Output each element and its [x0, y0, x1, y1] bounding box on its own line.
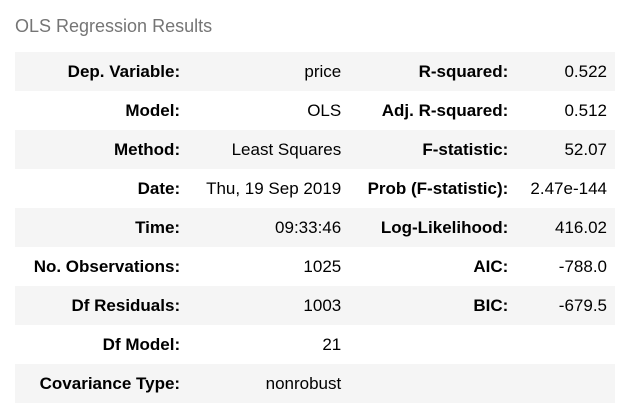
row-value: 21: [322, 334, 342, 354]
row-label: [349, 364, 516, 403]
row-value: [516, 364, 615, 403]
row-value: 1003: [303, 295, 342, 315]
row-label: AIC:: [473, 256, 509, 276]
regression-results-table: Dep. Variable: price R-squared: 0.522 Mo…: [15, 52, 615, 403]
row-label: No. Observations:: [33, 256, 181, 276]
row-value: 52.07: [564, 139, 607, 159]
row-label: Dep. Variable:: [67, 61, 181, 81]
row-label: Log-Likelihood:: [380, 217, 509, 237]
row-value: [516, 325, 615, 364]
row-label: Prob (F-statistic):: [367, 178, 509, 198]
row-value: nonrobust: [265, 373, 342, 393]
row-label: BIC:: [473, 295, 509, 315]
row-label: R-squared:: [418, 61, 509, 81]
table-row: Time: 09:33:46 Log-Likelihood: 416.02: [15, 208, 615, 247]
row-value: -788.0: [558, 256, 607, 276]
row-label: Covariance Type:: [39, 373, 181, 393]
row-value: 2.47e-144: [530, 178, 607, 198]
table-row: Model: OLS Adj. R-squared: 0.512: [15, 91, 615, 130]
row-value: OLS: [307, 100, 342, 120]
table-caption: OLS Regression Results: [15, 16, 213, 36]
row-value: 0.512: [564, 100, 607, 120]
row-value: price: [304, 61, 342, 81]
row-label: Date:: [137, 178, 181, 198]
row-value: 0.522: [564, 61, 607, 81]
row-label: Df Model:: [102, 334, 181, 354]
row-value: 416.02: [555, 217, 607, 237]
row-label: Model:: [125, 100, 181, 120]
row-value: 1025: [303, 256, 342, 276]
table-row: Df Model: 21: [15, 325, 615, 364]
row-value: Least Squares: [231, 139, 342, 159]
row-value: -679.5: [558, 295, 607, 315]
row-label: [349, 325, 516, 364]
row-label: Method:: [114, 139, 181, 159]
row-value: 09:33:46: [275, 217, 342, 237]
table-row: Method: Least Squares F-statistic: 52.07: [15, 130, 615, 169]
row-value: Thu, 19 Sep 2019: [206, 178, 342, 198]
table-row: No. Observations: 1025 AIC: -788.0: [15, 247, 615, 286]
table-row: Dep. Variable: price R-squared: 0.522: [15, 52, 615, 91]
table-row: Date: Thu, 19 Sep 2019 Prob (F-statistic…: [15, 169, 615, 208]
table-row: Df Residuals: 1003 BIC: -679.5: [15, 286, 615, 325]
row-label: F-statistic:: [422, 139, 509, 159]
table-row: Covariance Type: nonrobust: [15, 364, 615, 403]
row-label: Adj. R-squared:: [381, 100, 509, 120]
row-label: Time:: [135, 217, 181, 237]
row-label: Df Residuals:: [71, 295, 181, 315]
